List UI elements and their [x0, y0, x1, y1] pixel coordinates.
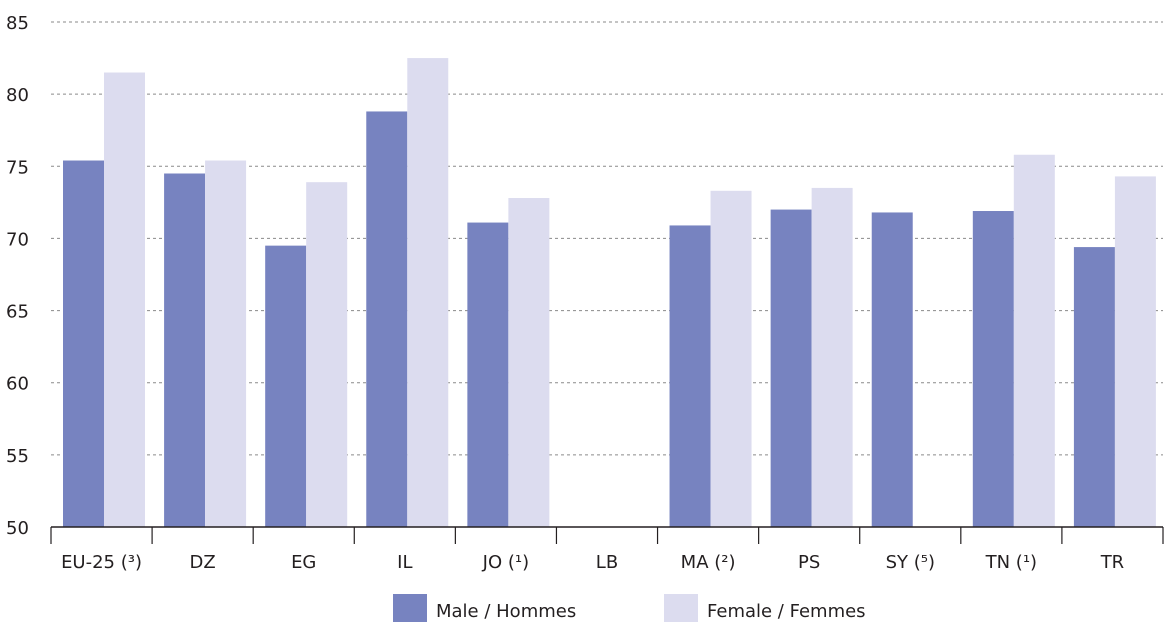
y-tick-label: 65 [6, 302, 29, 323]
y-tick-label: 85 [6, 13, 29, 34]
bars [63, 58, 1156, 528]
y-tick-label: 80 [6, 85, 29, 106]
bar-male-8 [871, 212, 913, 527]
bar-male-6 [669, 225, 711, 527]
bar-female-6 [710, 190, 752, 528]
x-category-label: LB [596, 552, 618, 573]
bar-male-9 [972, 211, 1014, 527]
bar-female-2 [306, 182, 348, 527]
bar-male-4 [467, 222, 509, 528]
legend-swatch-female [664, 594, 698, 622]
legend-swatch-male [393, 594, 427, 622]
x-axis-category-labels: EU-25 (³) DZ EG IL JO (¹) LB MA (²) PS SY (⁵) TN … [61, 552, 1124, 573]
bar-male-10 [1073, 247, 1115, 528]
bar-male-0 [63, 160, 104, 527]
legend-label-female: Female / Femmes [707, 601, 866, 622]
bar-female-7 [811, 187, 853, 527]
y-tick-label: 55 [6, 446, 29, 467]
x-category-label: DZ [190, 552, 216, 573]
y-tick-label: 75 [6, 157, 29, 178]
bar-female-10 [1114, 176, 1156, 527]
y-tick-label: 50 [6, 518, 29, 539]
x-axis [50, 526, 1164, 544]
x-category-label: JO (¹) [482, 552, 529, 573]
x-category-label: MA (²) [681, 552, 736, 573]
x-category-label: SY (⁵) [886, 552, 935, 573]
bar-female-4 [508, 198, 550, 527]
bar-female-3 [407, 58, 449, 527]
y-tick-label: 60 [6, 374, 29, 395]
x-category-label: PS [798, 552, 820, 573]
legend: Male / Hommes Female / Femmes [393, 594, 866, 622]
y-axis-tick-labels: 50 55 60 65 70 75 80 85 [6, 13, 29, 539]
bar-female-9 [1013, 154, 1055, 527]
bar-male-1 [164, 173, 206, 527]
bar-female-1 [205, 160, 247, 527]
x-category-label: TR [1100, 552, 1125, 573]
bar-female-0 [104, 72, 145, 527]
bar-male-3 [366, 111, 408, 527]
x-category-label: IL [397, 552, 412, 573]
x-category-label: EG [291, 552, 316, 573]
bar-male-7 [770, 209, 812, 528]
bar-male-2 [265, 245, 307, 527]
x-category-label: EU-25 (³) [61, 552, 142, 573]
x-category-label: TN (¹) [985, 552, 1037, 573]
legend-label-male: Male / Hommes [436, 601, 576, 622]
y-tick-label: 70 [6, 229, 29, 250]
